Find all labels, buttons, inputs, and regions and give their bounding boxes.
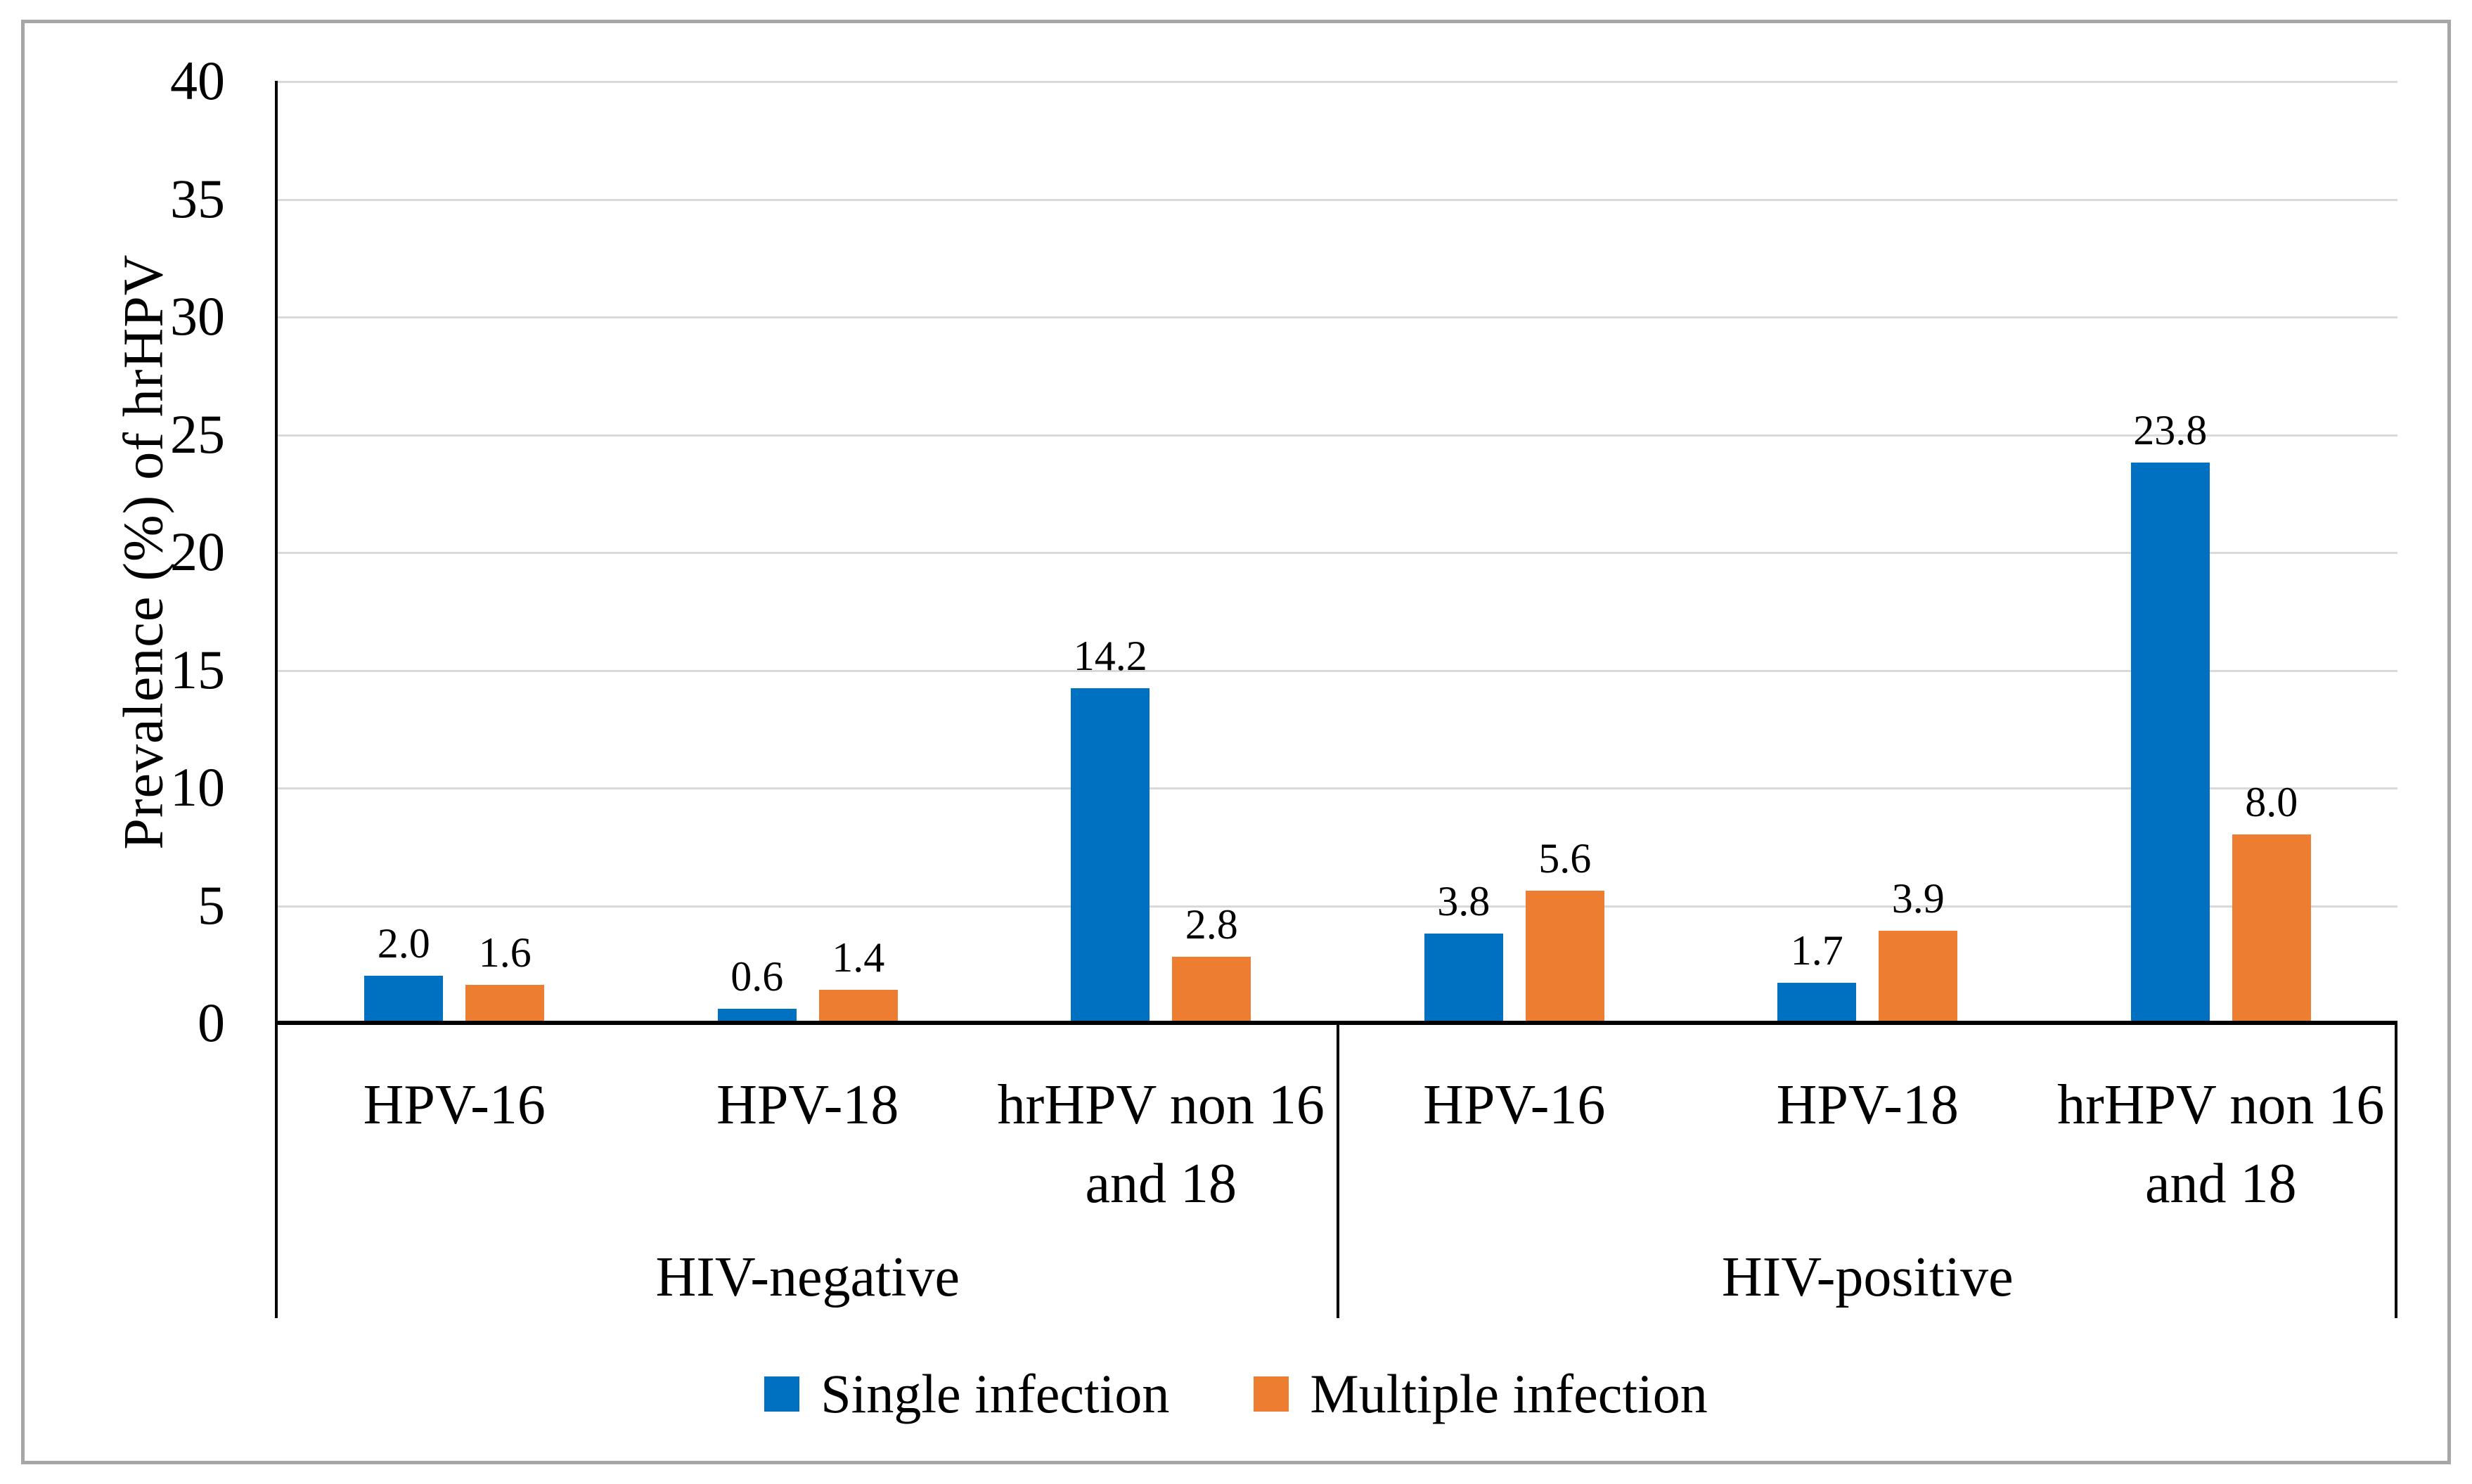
bar-value-label: 23.8 — [2133, 406, 2208, 453]
axis-group-section: HPV-16 HPV-18 hrHPV non 16 and 18 HIV-negati… — [278, 1025, 1338, 1318]
bar: 8.0 — [2232, 781, 2311, 1023]
category-bar-pair: 2.0 1.6 — [278, 81, 631, 1023]
y-tick-label: 35 — [170, 167, 225, 229]
gridline — [278, 81, 2397, 83]
bar: 3.9 — [1879, 877, 1958, 1023]
y-tick-label: 20 — [170, 521, 225, 582]
bar-value-label: 3.8 — [1437, 877, 1491, 924]
category-bar-pair: 0.6 1.4 — [631, 81, 985, 1023]
bar-value-label: 1.6 — [478, 929, 532, 976]
bar-value-label: 1.7 — [1790, 927, 1843, 974]
y-tick-label: 10 — [170, 756, 225, 818]
category-label-row: HPV-16 HPV-18 hrHPV non 16 and 18 — [1338, 1025, 2398, 1223]
y-axis-tick-labels: 0 5 10 15 20 25 30 35 40 — [0, 53, 225, 1050]
legend-item-single-infection: Single infection — [764, 1364, 1169, 1424]
bar: 0.6 — [717, 955, 797, 1023]
gridline — [278, 669, 2397, 672]
category-bar-pair: 23.8 8.0 — [2045, 81, 2398, 1023]
bar: 3.8 — [1424, 880, 1503, 1023]
category-label: hrHPV non 16 and 18 — [2057, 1074, 2385, 1215]
x-axis-line — [275, 1021, 2397, 1025]
bar-value-label: 2.0 — [377, 920, 430, 967]
bar-group: 3.8 5.6 1.7 3.9 23.8 8.0 — [1338, 81, 2398, 1023]
legend-item-multiple-infection: Multiple infection — [1254, 1363, 1708, 1424]
multiple-infection-swatch-icon — [1254, 1376, 1289, 1412]
axis-end-separator-line — [2395, 1025, 2397, 1318]
bar-group: 2.0 1.6 0.6 1.4 14.2 2.8 — [278, 81, 1338, 1023]
gridline — [278, 434, 2397, 437]
category-label: HPV-18 — [1776, 1074, 1959, 1136]
category-bar-pair: 1.7 3.9 — [1691, 81, 2045, 1023]
axis-group-section: HPV-16 HPV-18 hrHPV non 16 and 18 HIV-positi… — [1338, 1025, 2398, 1318]
plot-area: 2.0 1.6 0.6 1.4 14.2 2.8 3.8 5.6 1.7 3.9 23.8 8.0 — [278, 81, 2397, 1023]
bar-value-label: 14.2 — [1073, 633, 1147, 680]
single-infection-swatch-icon — [764, 1376, 800, 1412]
legend: Single infection Multiple infection — [0, 1364, 2472, 1424]
bar-value-label: 8.0 — [2245, 779, 2298, 825]
gridline — [278, 905, 2397, 908]
y-tick-label: 0 — [198, 992, 225, 1053]
group-separator-line — [1336, 1025, 1339, 1318]
bar: 23.8 — [2130, 409, 2210, 1023]
category-bar-pair: 3.8 5.6 — [1338, 81, 1692, 1023]
bar: 1.4 — [818, 936, 898, 1023]
y-axis-line — [275, 81, 278, 1318]
bar: 1.6 — [465, 931, 545, 1023]
bar-value-label: 5.6 — [1538, 835, 1592, 882]
bar: 1.7 — [1777, 929, 1857, 1023]
category-label: HPV-16 — [363, 1074, 546, 1136]
bar: 2.8 — [1172, 903, 1251, 1023]
chart-outer-frame — [21, 20, 2451, 1464]
gridline — [278, 316, 2397, 318]
bar-value-label: 1.4 — [832, 934, 885, 981]
category-label-row: HPV-16 HPV-18 hrHPV non 16 and 18 — [278, 1025, 1338, 1223]
group-label: HIV-negative — [655, 1246, 960, 1308]
gridline — [278, 787, 2397, 789]
x-axis-label-band: HPV-16 HPV-18 hrHPV non 16 and 18 HIV-negati… — [278, 1025, 2397, 1318]
y-tick-label: 30 — [170, 285, 225, 347]
y-tick-label: 15 — [170, 638, 225, 700]
category-label: HPV-16 — [1423, 1074, 1606, 1136]
category-bar-pair: 14.2 2.8 — [984, 81, 1338, 1023]
bar-value-label: 0.6 — [730, 953, 784, 1000]
legend-label: Multiple infection — [1310, 1363, 1708, 1424]
group-label: HIV-positive — [1721, 1246, 2014, 1308]
bar: 2.0 — [364, 922, 444, 1023]
bars-layer: 2.0 1.6 0.6 1.4 14.2 2.8 3.8 5.6 1.7 3.9 23.8 8.0 — [278, 81, 2397, 1023]
bar: 14.2 — [1071, 635, 1150, 1023]
y-tick-label: 5 — [198, 874, 225, 936]
gridline — [278, 552, 2397, 554]
y-tick-label: 25 — [170, 403, 225, 465]
bar-value-label: 2.8 — [1185, 901, 1238, 948]
y-tick-label: 40 — [170, 50, 225, 111]
category-label: hrHPV non 16 and 18 — [997, 1074, 1325, 1215]
category-label: HPV-18 — [716, 1074, 899, 1136]
legend-label: Single infection — [820, 1363, 1170, 1424]
bar: 5.6 — [1525, 837, 1604, 1023]
gridline — [278, 198, 2397, 201]
bar-value-label: 3.9 — [1891, 875, 1945, 922]
